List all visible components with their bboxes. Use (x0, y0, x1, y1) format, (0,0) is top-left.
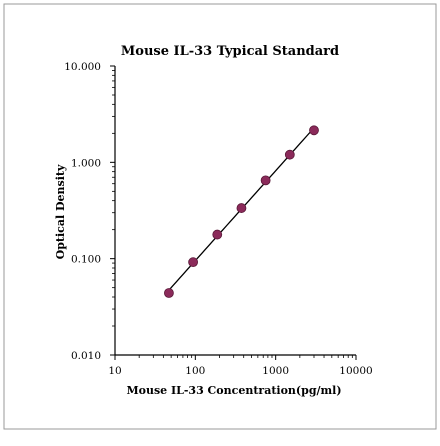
y-tick-label: 10.000 (64, 61, 101, 73)
data-point (212, 229, 223, 240)
data-point (309, 125, 319, 136)
y-tick-label: 0.100 (71, 254, 101, 266)
y-tick-label: 0.010 (71, 350, 101, 362)
plot-area (164, 125, 319, 298)
x-tick-label: 100 (185, 365, 205, 377)
data-point (188, 257, 199, 268)
x-tick-label: 10 (108, 365, 121, 377)
y-tick-label: 1.000 (71, 157, 101, 169)
y-axis-label: Optical Density (54, 164, 67, 259)
chart-border (3, 3, 437, 430)
x-axis-label: Mouse IL-33 Concentration(pg/ml) (126, 384, 341, 397)
data-point (236, 203, 247, 213)
x-tick-label: 10000 (339, 365, 372, 377)
x-tick-label: 1000 (262, 365, 289, 377)
chart-title: Mouse IL-33 Typical Standard (121, 44, 339, 59)
data-point (164, 288, 174, 298)
axis-ticks (110, 65, 357, 360)
tick-labels: 10 100 1000 10000 10.000 1.000 0.100 0.010 (64, 61, 372, 377)
data-point (284, 149, 295, 160)
data-point (260, 175, 271, 186)
